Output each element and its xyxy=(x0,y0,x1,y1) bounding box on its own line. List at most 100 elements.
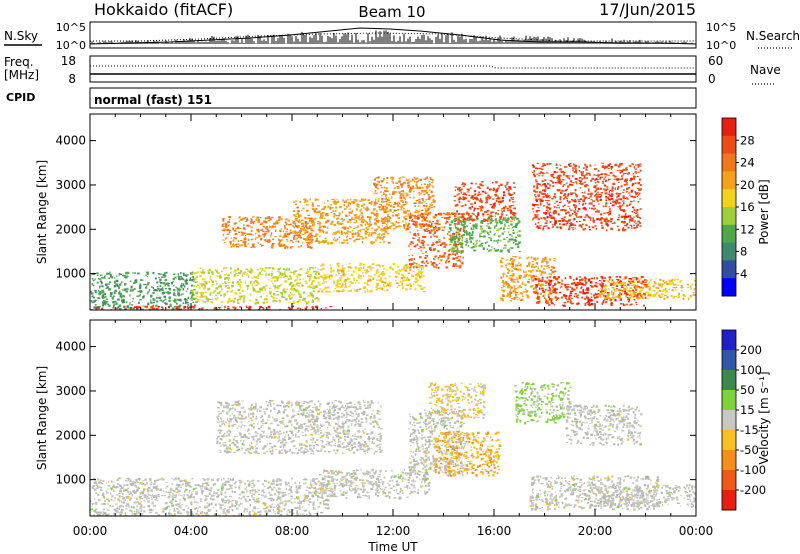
data-cell xyxy=(276,279,279,282)
data-cell xyxy=(240,244,243,247)
data-cell xyxy=(511,265,513,268)
data-cell xyxy=(301,284,304,287)
data-cell xyxy=(290,288,293,290)
data-cell xyxy=(414,277,418,280)
data-cell xyxy=(347,202,351,204)
data-cell xyxy=(243,301,245,303)
data-cell xyxy=(336,282,340,285)
data-cell xyxy=(500,276,503,279)
data-cell xyxy=(236,246,240,248)
data-cell xyxy=(204,301,207,303)
data-cell xyxy=(244,245,247,247)
data-cell xyxy=(312,307,315,310)
data-cell xyxy=(402,208,405,210)
data-cell xyxy=(102,291,105,294)
data-cell xyxy=(293,236,295,239)
data-cell xyxy=(588,298,592,301)
data-cell xyxy=(354,266,357,270)
data-cell xyxy=(375,217,378,220)
data-cell xyxy=(569,299,572,302)
data-cell xyxy=(318,272,320,275)
data-cell xyxy=(399,177,402,179)
data-cell xyxy=(417,210,420,213)
data-cell xyxy=(369,223,372,226)
data-cell xyxy=(608,276,612,279)
data-cell xyxy=(380,186,384,189)
data-cell xyxy=(463,198,466,201)
data-cell xyxy=(512,260,515,263)
data-cell xyxy=(586,302,589,304)
data-cell xyxy=(413,202,416,204)
data-cell xyxy=(510,300,512,302)
data-cell xyxy=(389,284,391,286)
data-cell xyxy=(299,282,302,285)
data-cell xyxy=(437,256,440,258)
data-cell xyxy=(637,201,640,203)
data-cell xyxy=(262,307,265,310)
data-cell xyxy=(351,229,354,232)
data-cell xyxy=(550,292,552,294)
data-cell xyxy=(500,183,503,186)
data-cell xyxy=(237,300,239,302)
data-cell xyxy=(308,279,311,282)
data-cell xyxy=(623,304,626,307)
data-cell xyxy=(241,231,244,233)
data-cell xyxy=(277,288,280,290)
data-cell xyxy=(554,283,556,286)
data-cell xyxy=(365,268,369,272)
data-cell xyxy=(346,227,350,230)
data-cell xyxy=(574,177,578,180)
data-cell xyxy=(331,199,333,201)
data-cell xyxy=(488,189,491,191)
data-cell xyxy=(192,293,194,295)
data-cell xyxy=(503,194,506,196)
data-cell xyxy=(296,283,299,285)
data-cell xyxy=(123,299,125,302)
data-cell xyxy=(506,214,508,216)
data-cell xyxy=(425,203,428,205)
data-cell xyxy=(132,297,134,300)
data-cell xyxy=(455,234,458,237)
data-cell xyxy=(319,230,321,233)
data-cell xyxy=(418,223,421,226)
data-cell xyxy=(574,166,577,168)
data-cell xyxy=(177,292,180,294)
data-cell xyxy=(208,268,211,271)
data-cell xyxy=(543,217,546,220)
data-cell xyxy=(637,171,640,173)
data-cell xyxy=(434,225,437,228)
data-cell xyxy=(246,224,250,227)
data-cell xyxy=(115,275,118,277)
data-cell xyxy=(345,279,347,282)
data-cell xyxy=(378,219,380,222)
data-cell xyxy=(267,274,271,276)
data-cell xyxy=(363,281,366,284)
data-cell xyxy=(550,214,553,217)
data-cell xyxy=(162,300,166,302)
data-cell xyxy=(103,276,106,279)
data-cell xyxy=(571,302,574,305)
data-cell xyxy=(350,222,352,224)
data-cell xyxy=(418,202,421,204)
data-cell xyxy=(347,270,350,272)
data-cell xyxy=(639,222,642,224)
data-cell xyxy=(201,307,204,310)
data-cell xyxy=(330,242,333,245)
data-cell xyxy=(419,256,422,259)
data-cell xyxy=(383,192,385,195)
data-cell xyxy=(537,267,539,270)
data-cell xyxy=(566,283,570,285)
data-cell xyxy=(404,264,407,267)
data-cell xyxy=(385,194,387,197)
data-cell xyxy=(425,251,427,253)
data-cell xyxy=(355,290,358,292)
data-cell xyxy=(415,216,418,218)
data-cell xyxy=(216,308,219,310)
data-cell xyxy=(508,240,511,243)
data-cell xyxy=(405,265,409,268)
data-cell xyxy=(497,239,499,242)
data-cell xyxy=(100,282,103,285)
data-cell xyxy=(518,268,521,270)
data-cell xyxy=(518,274,521,277)
data-cell xyxy=(266,267,269,269)
